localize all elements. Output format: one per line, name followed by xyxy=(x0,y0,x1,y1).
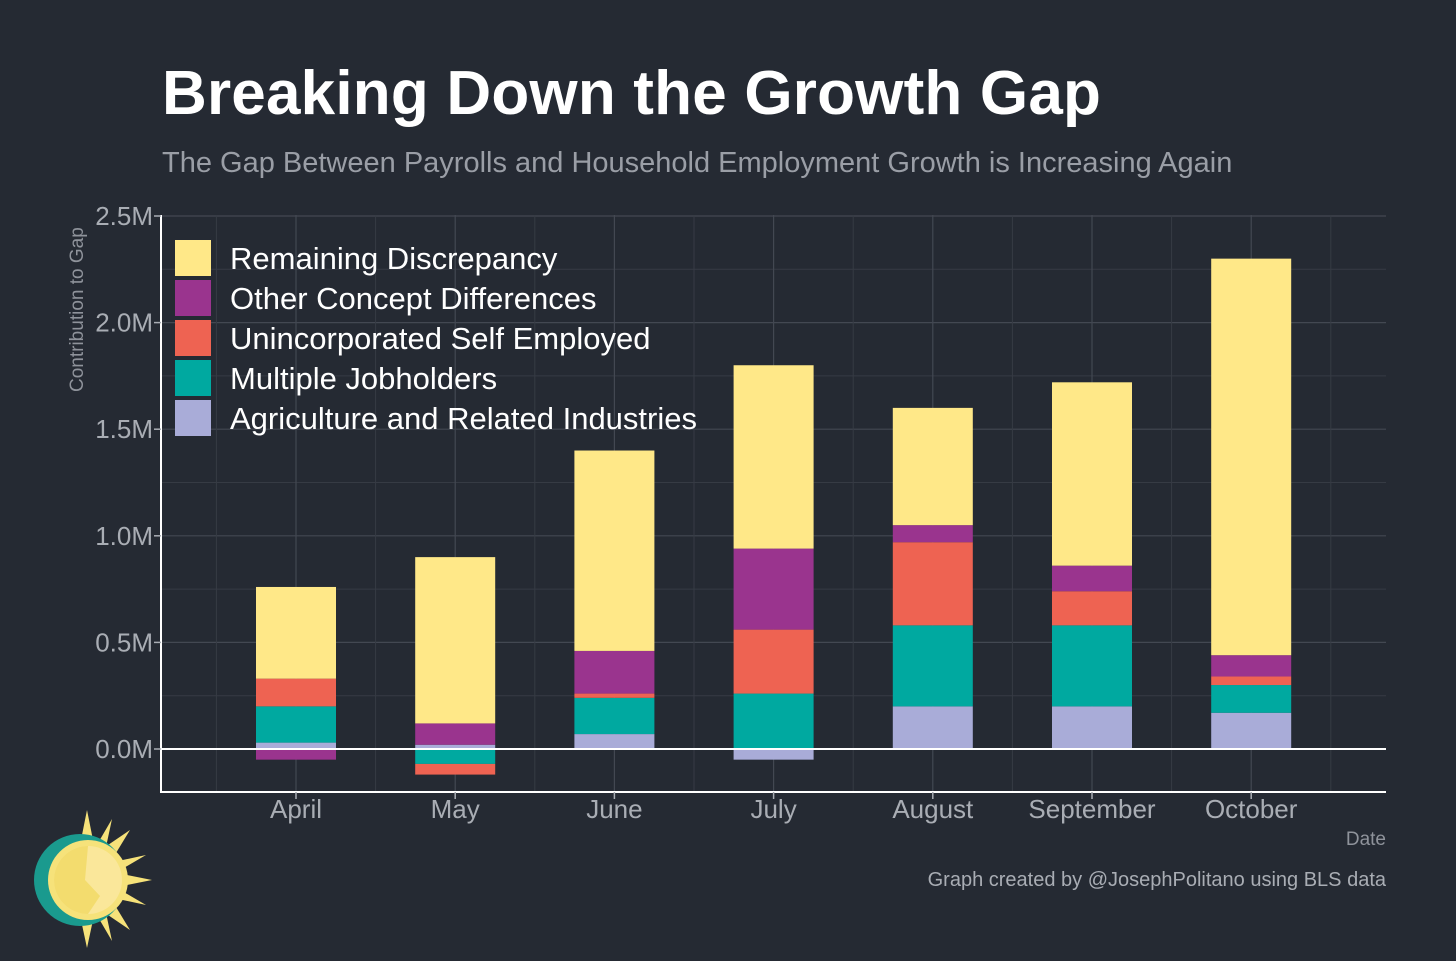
bars xyxy=(161,258,1386,775)
y-tick-labels: 0.0M 0.5M 1.0M 1.5M 2.0M 2.5M xyxy=(95,201,161,764)
bar-segment xyxy=(733,365,814,549)
y-tick-label: 2.5M xyxy=(95,201,153,231)
legend: Remaining Discrepancy Other Concept Diffe… xyxy=(175,240,697,436)
bar-segment xyxy=(733,693,814,749)
bar-segment xyxy=(256,749,336,760)
bar-segment xyxy=(574,693,655,698)
y-tick-label: 1.5M xyxy=(95,414,153,444)
bar-segment xyxy=(1052,382,1132,566)
bar-segment xyxy=(415,763,496,775)
legend-swatch xyxy=(175,240,211,276)
source-caption: Graph created by @JosephPolitano using B… xyxy=(927,869,1386,891)
legend-label: Agriculture and Related Industries xyxy=(230,401,697,436)
bar-segment xyxy=(1211,676,1292,686)
bar-segment xyxy=(574,650,655,694)
y-axis-title: Contribution to Gap xyxy=(67,227,88,392)
x-axis-title: Date xyxy=(1346,829,1386,850)
bar-segment xyxy=(256,706,336,743)
y-tick-label: 1.0M xyxy=(95,521,153,551)
bar-segment xyxy=(733,629,814,694)
bar-segment xyxy=(1052,706,1132,749)
bar-segment xyxy=(1211,712,1292,749)
chart-subtitle: The Gap Between Payrolls and Household E… xyxy=(162,147,1233,179)
bar-segment xyxy=(1052,591,1132,626)
y-tick-label: 2.0M xyxy=(95,308,153,338)
bar-segment xyxy=(733,548,814,630)
bar-segment xyxy=(415,723,496,745)
bar-segment xyxy=(574,450,655,651)
chart-title: Breaking Down the Growth Gap xyxy=(162,59,1102,128)
y-tick-label: 0.5M xyxy=(95,627,153,657)
bar-segment xyxy=(892,706,973,749)
bar-segment xyxy=(574,697,655,735)
x-tick-labels: April May June July August September October xyxy=(270,792,1298,824)
bar-segment xyxy=(892,525,973,543)
bar-segment xyxy=(1052,625,1132,707)
bar-segment xyxy=(892,542,973,626)
legend-swatch xyxy=(175,280,211,316)
bar-segment xyxy=(415,557,496,724)
bar-segment xyxy=(415,749,496,764)
bar-segment xyxy=(256,678,336,707)
bar-segment xyxy=(415,744,496,749)
sun-logo-icon xyxy=(34,810,152,948)
bar-segment xyxy=(1211,655,1292,677)
bar-segment xyxy=(1211,258,1292,656)
bar-segment xyxy=(1052,565,1132,592)
y-tick-label: 0.0M xyxy=(95,734,153,764)
legend-label: Multiple Jobholders xyxy=(230,361,497,396)
bar-segment xyxy=(256,586,336,679)
legend-label: Remaining Discrepancy xyxy=(230,241,558,276)
bar-segment xyxy=(1211,685,1292,713)
bar-segment xyxy=(733,749,814,760)
legend-label: Unincorporated Self Employed xyxy=(230,321,650,356)
legend-swatch xyxy=(175,400,211,436)
legend-swatch xyxy=(175,320,211,356)
bar-segment xyxy=(574,734,655,749)
legend-swatch xyxy=(175,360,211,396)
bar-segment xyxy=(892,625,973,707)
legend-label: Other Concept Differences xyxy=(230,281,596,316)
bar-segment xyxy=(256,742,336,749)
bar-segment xyxy=(892,407,973,526)
